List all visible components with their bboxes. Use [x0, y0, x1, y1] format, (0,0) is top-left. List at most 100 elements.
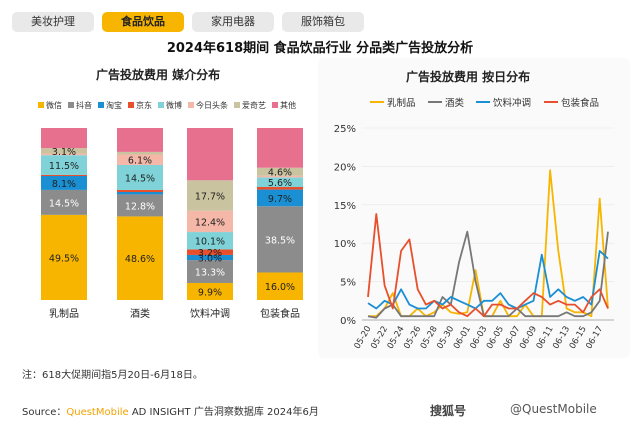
- legend-item: 微博: [158, 100, 182, 110]
- bar-segment: [187, 180, 233, 211]
- x-tick-label: 包装食品: [260, 307, 300, 320]
- bar-segment: [257, 272, 303, 300]
- bar-segment: [117, 151, 163, 155]
- legend-label: 微博: [166, 100, 182, 110]
- bar-segment: [41, 174, 87, 176]
- bar-segment: [41, 189, 87, 215]
- bar-segment: [257, 175, 303, 178]
- legend-item: 淘宝: [98, 100, 122, 110]
- footnote: 注：618大促期间指5月20日-6月18日。: [22, 370, 203, 381]
- bar-segment: [257, 128, 303, 168]
- bar-segment: [117, 191, 163, 195]
- data-label: 6.1%: [128, 156, 152, 167]
- watermark-sohu: 搜狐号: [430, 404, 467, 418]
- media-distribution-panel: 广告投放费用 媒介分布 微信 抖音 淘宝 京东 微博 今日头条 爱奇艺 其他 乳制品 酒类 饮料冲调…: [10, 58, 310, 358]
- legend-swatch: [188, 102, 194, 108]
- legend-label: 酒类: [445, 97, 465, 109]
- legend-item: 酒类: [428, 97, 465, 109]
- legend-label: 其他: [280, 100, 296, 110]
- legend-swatch: [128, 102, 134, 108]
- source-brand: QuestMobile: [66, 407, 129, 418]
- data-label: 9.9%: [198, 287, 222, 298]
- bar-segment: [117, 154, 163, 165]
- y-tick-label: 20%: [334, 162, 356, 173]
- bar-segment: [187, 254, 233, 261]
- legend-label: 乳制品: [387, 97, 416, 109]
- source-line: Source：QuestMobile AD INSIGHT 广告洞察数据库 20…: [22, 403, 319, 418]
- data-label: 17.7%: [195, 192, 225, 203]
- data-label: 3.0%: [198, 254, 222, 265]
- legend-label: 京东: [136, 100, 152, 110]
- series-line: [367, 249, 609, 310]
- bar-segment: [257, 186, 303, 190]
- bar-segment: [117, 164, 163, 190]
- bar-segment: [41, 155, 87, 175]
- daily-line-chart: 乳制品 酒类 饮料冲调 包装食品0%5%10%15%20%25%05-2005-220…: [334, 97, 614, 351]
- bar-segment: [41, 148, 87, 154]
- tab-home-appliance[interactable]: 家用电器: [192, 12, 274, 32]
- data-label: 3.2%: [198, 248, 222, 259]
- legend-label: 微信: [46, 100, 62, 110]
- legend-item: 微信: [38, 100, 62, 110]
- x-tick-label: 乳制品: [49, 307, 79, 320]
- y-tick-label: 10%: [334, 239, 356, 250]
- data-label: 12.8%: [125, 201, 155, 212]
- tab-beauty[interactable]: 美妆护理: [12, 12, 94, 32]
- data-label: 14.5%: [125, 173, 155, 184]
- data-label: 3.1%: [52, 147, 76, 158]
- watermark-questmobile: @QuestMobile: [510, 402, 597, 416]
- data-label: 13.3%: [195, 268, 225, 279]
- source-prefix: Source：: [22, 407, 67, 418]
- chart-title-media: 广告投放费用 媒介分布: [96, 68, 221, 82]
- series-line: [367, 230, 609, 319]
- category-tabs: 美妆护理 食品饮品 家用电器 服饰箱包: [12, 12, 364, 32]
- bar-segment: [257, 206, 303, 273]
- legend-swatch: [272, 102, 278, 108]
- bar-segment: [41, 128, 87, 149]
- tab-apparel-bags[interactable]: 服饰箱包: [282, 12, 364, 32]
- y-tick-label: 0%: [340, 316, 356, 327]
- legend-item: 其他: [272, 100, 296, 110]
- x-tick-label: 06-17: [584, 325, 605, 351]
- x-tick-label: 酒类: [130, 307, 150, 320]
- y-tick-label: 15%: [334, 201, 356, 212]
- bar-segment: [187, 232, 233, 250]
- legend-swatch: [158, 102, 164, 108]
- legend-item: 京东: [128, 100, 152, 110]
- legend-swatch: [98, 102, 104, 108]
- data-label: 10.1%: [195, 237, 225, 248]
- bar-segment: [117, 128, 163, 152]
- data-label: 16.0%: [265, 282, 295, 293]
- bar-segment: [117, 216, 163, 300]
- bar-segment: [187, 210, 233, 233]
- data-label: 12.4%: [195, 217, 225, 228]
- data-label: 14.5%: [49, 198, 79, 209]
- legend-item: 饮料冲调: [476, 97, 531, 109]
- daily-distribution-panel: 广告投放费用 按日分布 乳制品 酒类 饮料冲调 包装食品 0% 5% 10% 15% 20% 25…: [318, 58, 630, 358]
- legend-swatch: [68, 102, 74, 108]
- data-label: 8.1%: [52, 179, 76, 190]
- y-tick-label: 25%: [334, 124, 356, 135]
- tab-food-beverage[interactable]: 食品饮品: [102, 12, 184, 32]
- chart-title-daily: 广告投放费用 按日分布: [406, 70, 531, 84]
- bar-segment: [117, 189, 163, 192]
- bar-segment: [257, 167, 303, 176]
- data-label: 49.5%: [49, 253, 79, 264]
- legend-swatch: [234, 102, 240, 108]
- bar-segment: [41, 214, 87, 300]
- bar-segment: [41, 175, 87, 190]
- legend-swatch: [38, 102, 44, 108]
- data-label: 38.5%: [265, 235, 295, 246]
- bar-segment: [41, 153, 87, 156]
- legend-item: 爱奇艺: [234, 100, 266, 110]
- legend-label: 抖音: [76, 100, 92, 110]
- bar-segment: [257, 177, 303, 187]
- x-tick-label: 饮料冲调: [190, 307, 230, 320]
- data-label: 5.6%: [268, 178, 292, 189]
- series-line: [367, 213, 609, 318]
- data-label: 9.7%: [268, 194, 292, 205]
- bar-segment: [257, 189, 303, 207]
- page-title: 2024年618期间 食品饮品行业 分品类广告投放分析: [166, 41, 474, 56]
- legend-item: 包装食品: [544, 97, 599, 109]
